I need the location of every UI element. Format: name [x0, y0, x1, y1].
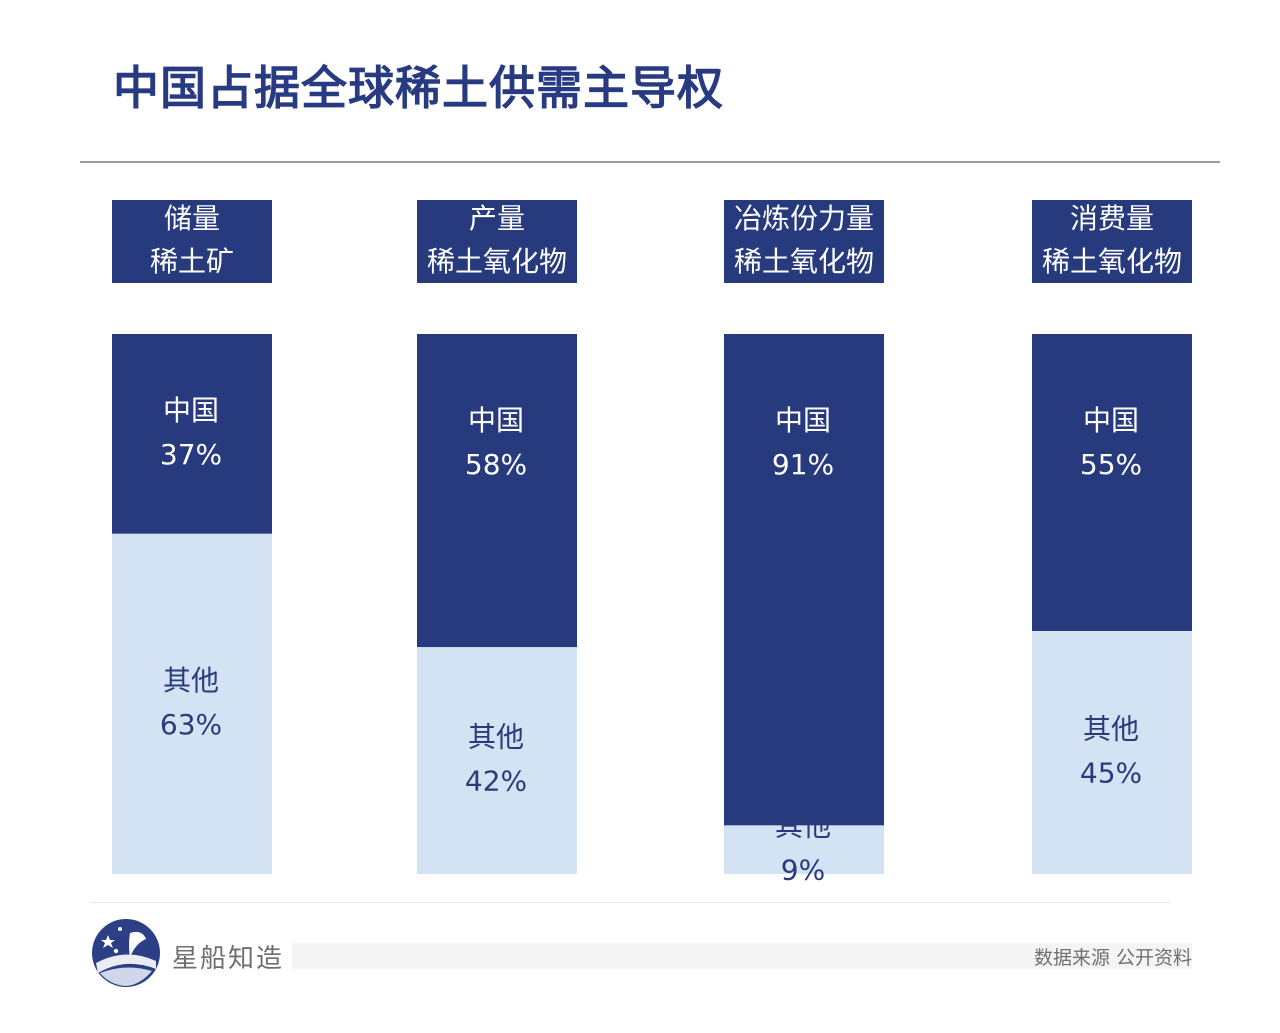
source-note: 数据来源 公开资料	[1033, 947, 1192, 969]
category-label-line2: 稀土氧化物	[734, 245, 874, 278]
category-label-box	[417, 200, 577, 283]
category-label-box	[112, 200, 272, 283]
footer-band	[292, 943, 1192, 969]
category-label-line1: 消费量	[1070, 202, 1154, 235]
data-label-china: 37%	[160, 438, 222, 471]
series-label-other: 其他	[1083, 713, 1139, 746]
bar-other	[417, 647, 577, 874]
category-label-box	[724, 200, 884, 283]
series-label-china: 中国	[468, 404, 524, 437]
bar-china	[1032, 334, 1192, 631]
brand-name: 星船知造	[172, 944, 285, 974]
title-divider	[80, 161, 1220, 163]
category-label-line2: 稀土氧化物	[427, 245, 567, 278]
bar-china	[112, 334, 272, 534]
category-label-box	[1032, 200, 1192, 283]
bar-china	[417, 334, 577, 648]
category-label-line2: 稀土矿	[150, 245, 234, 278]
data-label-other: 9%	[781, 854, 825, 887]
bar-other	[1032, 631, 1192, 874]
series-label-other: 其他	[163, 664, 219, 697]
data-label-china: 58%	[465, 448, 527, 481]
category-label-line1: 冶炼份力量	[734, 202, 874, 235]
series-label-china: 中国	[163, 394, 219, 427]
data-label-china: 91%	[772, 448, 834, 481]
series-label-china: 中国	[775, 404, 831, 437]
series-label-china: 中国	[1083, 404, 1139, 437]
bar-other	[724, 825, 884, 874]
category-label-line2: 稀土氧化物	[1042, 245, 1182, 278]
data-label-other: 45%	[1080, 757, 1142, 790]
footer-divider	[90, 902, 1170, 903]
data-label-other: 63%	[160, 708, 222, 741]
category-label-line1: 储量	[164, 202, 220, 235]
page-title: 中国占据全球稀土供需主导权	[113, 61, 724, 115]
series-label-other: 其他	[775, 810, 831, 843]
starship-logo-icon	[92, 919, 160, 987]
data-label-other: 42%	[465, 765, 527, 798]
data-label-china: 55%	[1080, 448, 1142, 481]
bar-other	[112, 533, 272, 874]
category-label-line1: 产量	[469, 202, 525, 235]
bar-china	[724, 334, 884, 826]
series-label-other: 其他	[468, 721, 524, 754]
